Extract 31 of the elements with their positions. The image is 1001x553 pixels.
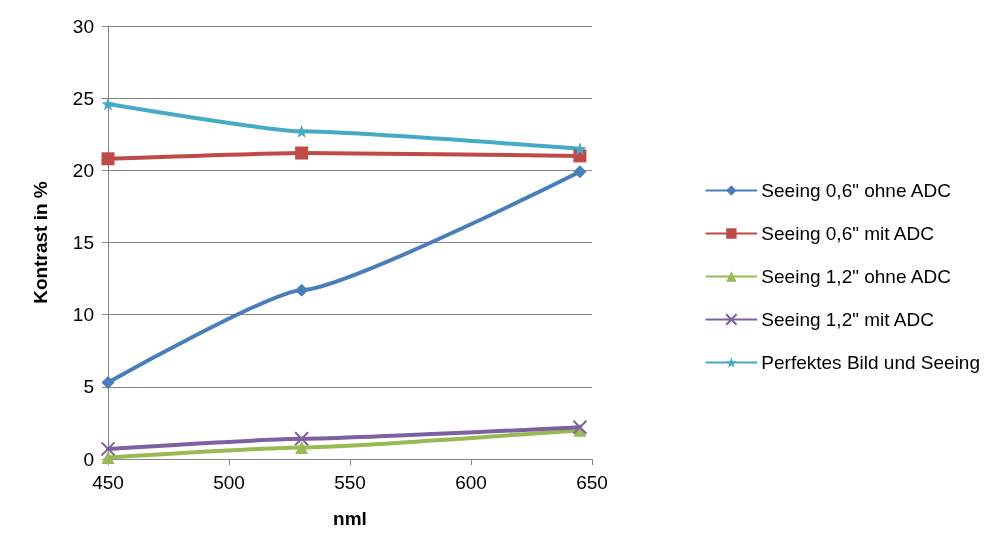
legend-label: Perfektes Bild und Seeing <box>761 352 980 373</box>
point <box>101 97 115 111</box>
legend-label: Seeing 0,6" mit ADC <box>761 223 934 244</box>
x-tick-label: 650 <box>576 472 608 493</box>
point <box>101 451 115 465</box>
point <box>572 419 588 435</box>
y-tick-label: 15 <box>72 232 94 253</box>
point <box>101 376 115 389</box>
y-axis-title: Kontrast in % <box>30 181 51 304</box>
point <box>573 165 587 179</box>
y-tick-label: 30 <box>72 15 94 37</box>
x-tick-label: 600 <box>455 472 487 493</box>
x-axis-title: nml <box>333 508 367 529</box>
x-tick-label: 550 <box>334 472 366 493</box>
x-tick-label: 450 <box>92 472 124 493</box>
x-tick-label: 500 <box>213 472 245 493</box>
point <box>294 431 310 447</box>
y-tick-label: 5 <box>83 376 94 398</box>
legend-label: Seeing 1,2" ohne ADC <box>761 266 951 287</box>
point <box>295 124 309 138</box>
point <box>295 440 309 454</box>
point <box>101 152 115 166</box>
point <box>295 146 309 160</box>
point <box>295 283 309 297</box>
y-tick-label: 10 <box>72 304 94 326</box>
y-tick-label: 20 <box>72 159 94 181</box>
legend-label: Seeing 0,6" ohne ADC <box>761 180 951 201</box>
y-tick-label: 0 <box>83 448 94 470</box>
y-tick-label: 25 <box>72 87 94 109</box>
point <box>100 441 116 457</box>
legend-label: Seeing 1,2" mit ADC <box>761 309 934 330</box>
